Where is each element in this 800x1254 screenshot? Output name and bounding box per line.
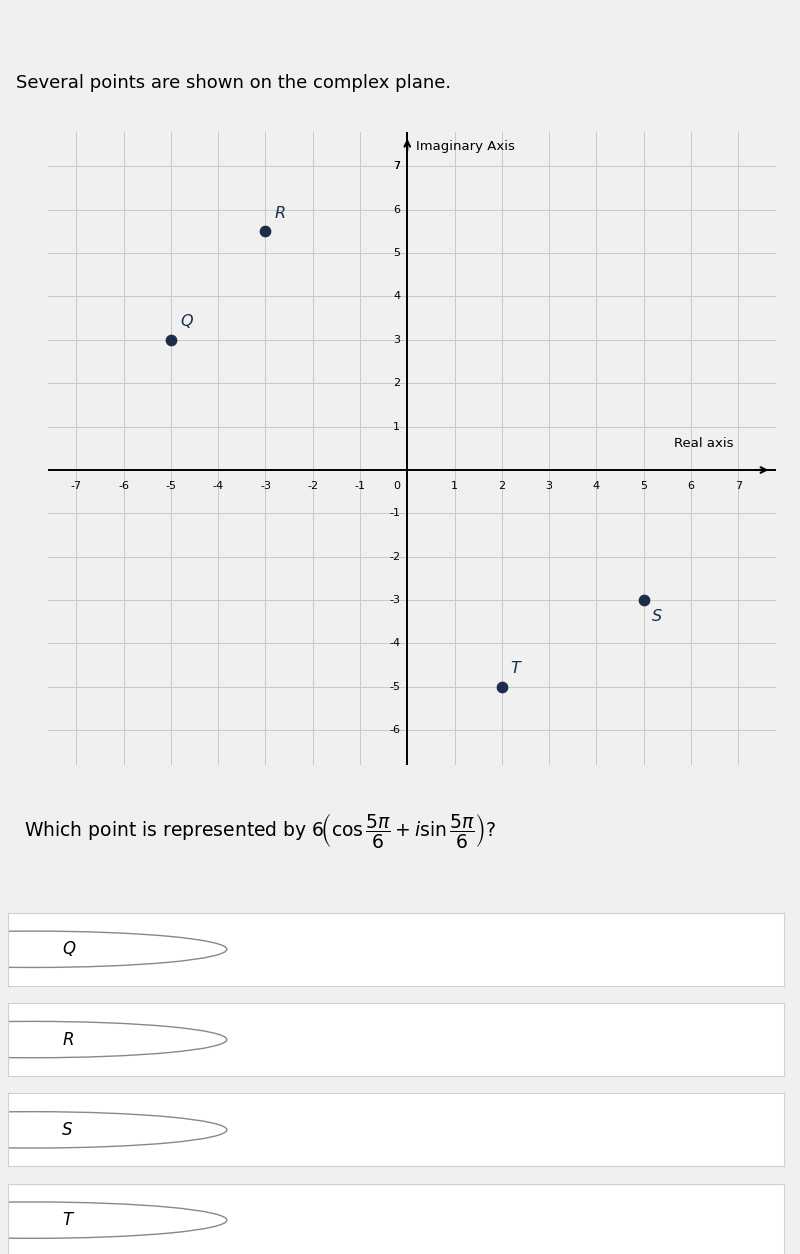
Text: Which point is represented by $6\!\left(\cos\dfrac{5\pi}{6}+i\sin\dfrac{5\pi}{6}: Which point is represented by $6\!\left(… <box>24 811 496 850</box>
Text: 4: 4 <box>393 291 400 301</box>
Text: 7: 7 <box>393 162 400 172</box>
Text: R: R <box>275 206 286 221</box>
Text: 5: 5 <box>640 480 647 490</box>
Circle shape <box>0 930 227 968</box>
Text: Q: Q <box>180 314 193 329</box>
Text: 1: 1 <box>393 421 400 431</box>
Text: 4: 4 <box>593 480 600 490</box>
Text: 2: 2 <box>498 480 506 490</box>
Text: 2: 2 <box>393 379 400 389</box>
Text: S: S <box>62 1121 73 1139</box>
Point <box>259 222 272 242</box>
Point <box>638 591 650 611</box>
Circle shape <box>0 1201 227 1239</box>
Text: 1: 1 <box>451 480 458 490</box>
Text: Real axis: Real axis <box>674 438 734 450</box>
Text: -6: -6 <box>118 480 129 490</box>
Text: S: S <box>652 609 662 624</box>
Text: Q: Q <box>62 940 75 958</box>
Circle shape <box>0 1021 227 1058</box>
Text: -6: -6 <box>389 725 400 735</box>
Text: -3: -3 <box>260 480 271 490</box>
Text: -5: -5 <box>389 682 400 692</box>
Text: 3: 3 <box>393 335 400 345</box>
Text: T: T <box>62 1211 73 1229</box>
Text: T: T <box>510 661 520 676</box>
Text: 6: 6 <box>687 480 694 490</box>
Text: 7: 7 <box>734 480 742 490</box>
Text: 7: 7 <box>393 162 400 172</box>
Text: Several points are shown on the complex plane.: Several points are shown on the complex … <box>16 74 451 92</box>
Text: -7: -7 <box>71 480 82 490</box>
Text: -2: -2 <box>307 480 318 490</box>
Text: 3: 3 <box>546 480 553 490</box>
Text: -5: -5 <box>166 480 177 490</box>
Text: Imaginary Axis: Imaginary Axis <box>416 140 514 153</box>
Point <box>165 330 178 350</box>
Text: 0: 0 <box>393 480 400 490</box>
Text: -1: -1 <box>389 508 400 518</box>
Text: -4: -4 <box>213 480 224 490</box>
Text: 5: 5 <box>393 248 400 258</box>
Text: -4: -4 <box>389 638 400 648</box>
Text: -1: -1 <box>354 480 366 490</box>
Text: -2: -2 <box>389 552 400 562</box>
Circle shape <box>0 1111 227 1149</box>
Point <box>495 677 508 697</box>
Text: -3: -3 <box>389 596 400 606</box>
Text: R: R <box>62 1031 74 1048</box>
Text: 6: 6 <box>393 204 400 214</box>
